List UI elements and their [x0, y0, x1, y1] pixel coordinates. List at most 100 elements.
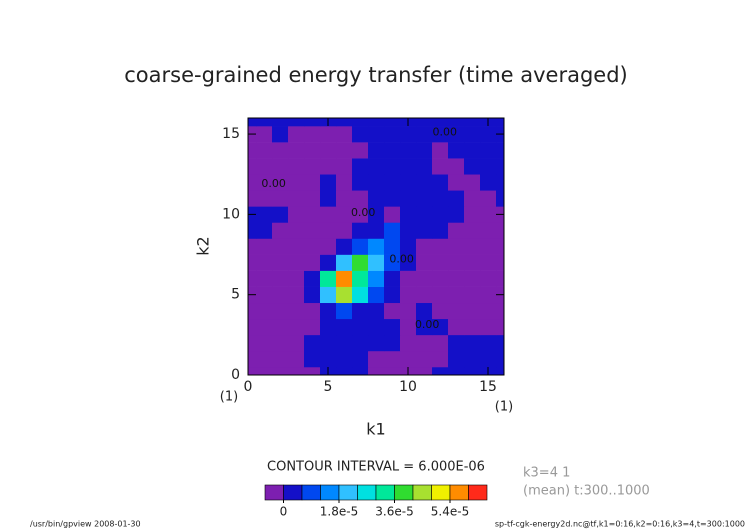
field-cell: [336, 190, 353, 207]
colorbar-tick-label: 3.6e-5: [375, 505, 413, 519]
field-cell: [256, 350, 273, 368]
field-cell: [352, 118, 369, 127]
field-cell: [352, 254, 369, 271]
field-cell: [352, 238, 369, 255]
field-cell: [400, 126, 417, 143]
field-cell: [384, 302, 401, 320]
field-cell: [248, 158, 257, 175]
info-line: (mean) t:300..1000: [523, 484, 650, 499]
field-cell: [320, 318, 337, 336]
field-cell: [288, 126, 305, 143]
field-cell: [288, 174, 305, 191]
field-cell: [256, 366, 273, 376]
field-cell: [496, 270, 505, 287]
field-cell: [448, 238, 465, 255]
field-cell: [480, 222, 497, 239]
field-cell: [432, 174, 449, 191]
field-cell: [272, 158, 289, 175]
field-cell: [304, 350, 321, 368]
field-cell: [304, 158, 321, 175]
field-cell: [400, 302, 417, 320]
field-cell: [256, 206, 273, 223]
field-cell: [432, 118, 449, 127]
field-cell: [384, 318, 401, 336]
field-cell: [248, 254, 257, 271]
field-cell: [320, 238, 337, 255]
field-cell: [352, 222, 369, 239]
field-cell: [336, 318, 353, 336]
field-cell: [304, 126, 321, 143]
field-cell: [272, 118, 289, 127]
field-cell: [432, 302, 449, 320]
field-cell: [448, 350, 465, 368]
field-cell: [336, 174, 353, 191]
colorbar-swatch: [431, 484, 451, 501]
colorbar-swatch: [468, 484, 488, 501]
field-cell: [272, 174, 289, 191]
field-cell: [416, 158, 433, 175]
field-cell: [256, 318, 273, 336]
field-cell: [480, 206, 497, 223]
field-cell: [288, 366, 305, 376]
field-cell: [416, 126, 433, 143]
colorbar-swatch: [264, 484, 284, 501]
field-cell: [304, 238, 321, 255]
field-cell: [464, 118, 481, 127]
field-cell: [256, 222, 273, 239]
field-cell: [400, 142, 417, 159]
field-cell: [320, 334, 337, 352]
field-cell: [368, 366, 385, 376]
field-cell: [464, 174, 481, 191]
field-cell: [480, 190, 497, 207]
field-cell: [288, 158, 305, 175]
field-cell: [432, 254, 449, 271]
field-cell: [272, 350, 289, 368]
field-cell: [464, 350, 481, 368]
field-cell: [288, 254, 305, 271]
field-cell: [336, 126, 353, 143]
field-cell: [368, 318, 385, 336]
field-cell: [384, 238, 401, 255]
field-cell: [352, 190, 369, 207]
field-cell: [304, 286, 321, 304]
field-cell: [288, 238, 305, 255]
field-cell: [400, 318, 417, 336]
field-cell: [464, 158, 481, 175]
field-cell: [304, 118, 321, 127]
field-cell: [304, 174, 321, 191]
field-cell: [432, 190, 449, 207]
field-cell: [384, 270, 401, 287]
field-cell: [304, 318, 321, 336]
field-cell: [304, 366, 321, 376]
field-cell: [464, 366, 481, 376]
y-axis-label: k2: [194, 236, 213, 255]
field-cell: [288, 118, 305, 127]
field-cell: [384, 118, 401, 127]
field-cell: [384, 142, 401, 159]
field-cell: [400, 222, 417, 239]
field-cell: [448, 174, 465, 191]
field-cell: [352, 302, 369, 320]
field-cell: [432, 350, 449, 368]
field-cell: [272, 334, 289, 352]
field-cell: [256, 118, 273, 127]
chart-title: coarse-grained energy transfer (time ave…: [124, 63, 628, 87]
colorbar-swatch: [320, 484, 340, 501]
field-cell: [464, 238, 481, 255]
field-cell: [352, 158, 369, 175]
field-cell: [336, 142, 353, 159]
field-cell: [400, 350, 417, 368]
field-cell: [352, 366, 369, 376]
field-cell: [288, 302, 305, 320]
field-cell: [416, 286, 433, 304]
field-cell: [496, 302, 505, 320]
field-cell: [272, 254, 289, 271]
field-cell: [272, 222, 289, 239]
field-cell: [256, 334, 273, 352]
field-cell: [336, 270, 353, 287]
info-line: k3=4 1: [523, 466, 570, 481]
field-cell: [320, 350, 337, 368]
field-cell: [352, 174, 369, 191]
colorbar-swatch: [412, 484, 432, 501]
